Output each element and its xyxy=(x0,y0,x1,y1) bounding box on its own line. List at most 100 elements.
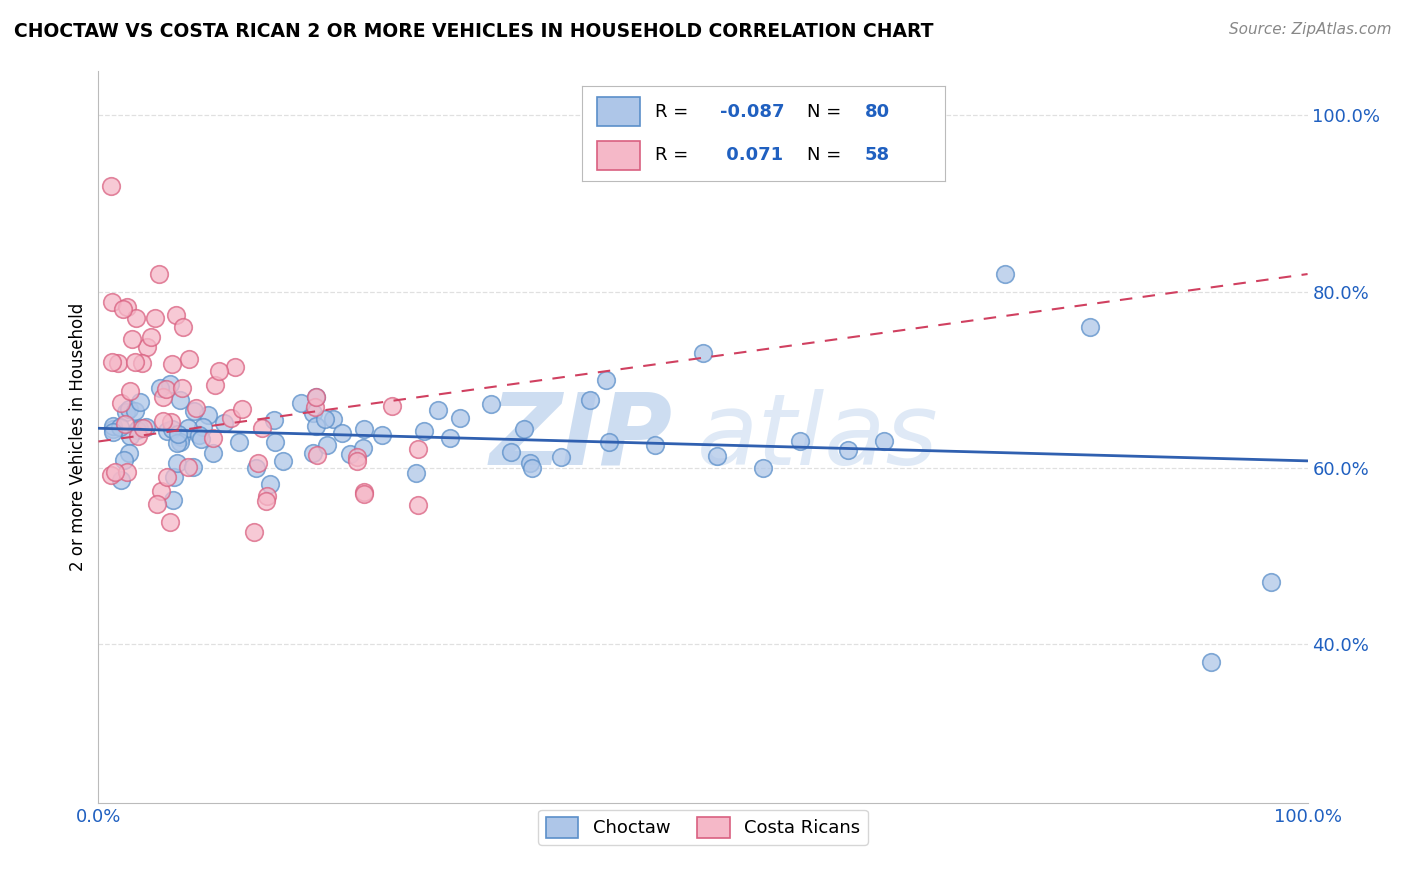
Point xyxy=(110,473,132,487)
Point xyxy=(302,446,325,460)
Point xyxy=(204,378,226,392)
Point xyxy=(184,401,207,415)
Point xyxy=(152,390,174,404)
Point xyxy=(197,408,219,422)
Point xyxy=(132,420,155,434)
Point xyxy=(315,438,337,452)
Point xyxy=(125,423,148,437)
Point xyxy=(188,428,211,442)
Point xyxy=(595,373,617,387)
Text: ZIP: ZIP xyxy=(489,389,672,485)
Point xyxy=(100,468,122,483)
Point xyxy=(117,300,139,314)
Point xyxy=(143,310,166,325)
Point xyxy=(118,428,141,442)
Point xyxy=(191,420,214,434)
Text: atlas: atlas xyxy=(697,389,939,485)
Point xyxy=(181,459,204,474)
Point xyxy=(228,435,250,450)
Point xyxy=(172,320,194,334)
Point xyxy=(314,412,336,426)
Point xyxy=(789,434,811,449)
Point xyxy=(1078,320,1101,334)
Point xyxy=(381,399,404,413)
Point xyxy=(159,415,181,429)
Point xyxy=(246,457,269,471)
Point xyxy=(166,436,188,450)
Point xyxy=(110,396,132,410)
Point xyxy=(339,447,361,461)
Point xyxy=(149,483,172,498)
Point xyxy=(752,461,775,475)
Point xyxy=(160,357,183,371)
Point xyxy=(159,515,181,529)
Point xyxy=(346,450,368,465)
Point xyxy=(156,424,179,438)
Point xyxy=(353,422,375,436)
Point xyxy=(305,390,328,404)
Point xyxy=(135,419,157,434)
Point xyxy=(166,426,188,441)
Point xyxy=(304,400,326,414)
Point xyxy=(110,419,132,434)
Point xyxy=(353,487,375,501)
Point xyxy=(219,410,242,425)
Point xyxy=(170,381,193,395)
Point xyxy=(169,434,191,449)
Point xyxy=(578,392,600,407)
Point xyxy=(121,332,143,346)
Point xyxy=(330,425,353,440)
Point xyxy=(163,469,186,483)
Point xyxy=(100,178,122,193)
Point xyxy=(250,421,273,435)
Point xyxy=(177,459,200,474)
Point xyxy=(353,484,375,499)
Point xyxy=(522,461,544,475)
Point xyxy=(243,525,266,540)
Point xyxy=(499,444,522,458)
Point xyxy=(101,419,124,434)
Point xyxy=(449,411,471,425)
Point xyxy=(118,402,141,417)
Text: CHOCTAW VS COSTA RICAN 2 OR MORE VEHICLES IN HOUSEHOLD CORRELATION CHART: CHOCTAW VS COSTA RICAN 2 OR MORE VEHICLE… xyxy=(14,22,934,41)
Point xyxy=(155,382,177,396)
Point xyxy=(231,402,253,417)
Point xyxy=(271,454,294,468)
Point xyxy=(124,404,146,418)
Point xyxy=(644,438,666,452)
Point xyxy=(302,406,325,420)
Point xyxy=(131,356,153,370)
Point xyxy=(212,416,235,430)
Point xyxy=(114,417,136,432)
Point xyxy=(115,405,138,419)
Point xyxy=(405,467,427,481)
Point xyxy=(104,465,127,479)
Point xyxy=(208,364,231,378)
Point xyxy=(159,376,181,391)
Point xyxy=(201,430,224,444)
Point xyxy=(128,395,150,409)
Point xyxy=(112,453,135,467)
Point xyxy=(162,422,184,436)
Point xyxy=(256,489,278,503)
Point xyxy=(263,413,285,427)
Point xyxy=(371,428,394,442)
Point xyxy=(170,430,193,444)
Point xyxy=(155,470,177,484)
Point xyxy=(439,431,461,445)
Point xyxy=(406,498,429,512)
Point xyxy=(162,492,184,507)
Point xyxy=(427,403,450,417)
Point xyxy=(519,456,541,470)
Point xyxy=(479,397,502,411)
Point xyxy=(413,424,436,438)
Point xyxy=(322,412,344,426)
Point xyxy=(149,382,172,396)
Point xyxy=(169,393,191,408)
Point xyxy=(1260,575,1282,590)
Point xyxy=(166,308,188,322)
Point xyxy=(254,493,277,508)
Point xyxy=(994,267,1017,281)
Point xyxy=(118,384,141,399)
Point xyxy=(146,497,169,511)
